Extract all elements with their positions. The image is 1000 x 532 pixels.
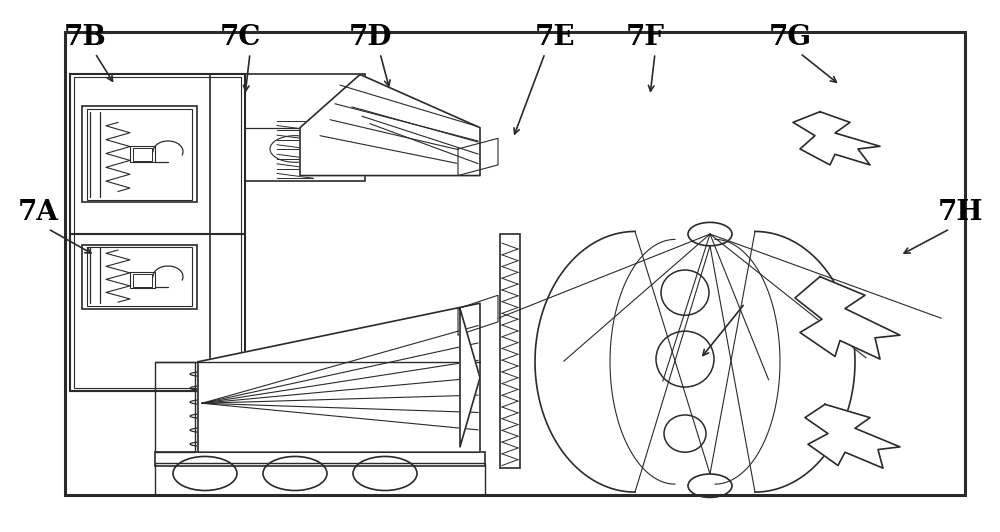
Bar: [70, 74, 245, 391]
Bar: [245, 74, 365, 181]
Bar: [82, 106, 197, 202]
Text: 7G: 7G: [768, 24, 812, 51]
Bar: [155, 452, 485, 466]
Bar: [87, 247, 192, 306]
Polygon shape: [198, 303, 480, 452]
Bar: [133, 148, 152, 161]
Polygon shape: [300, 74, 480, 176]
Text: 7C: 7C: [219, 24, 261, 51]
Text: 7F: 7F: [626, 24, 664, 51]
Polygon shape: [795, 277, 900, 359]
Bar: [82, 245, 197, 309]
Text: 7E: 7E: [535, 24, 575, 51]
Bar: [155, 362, 195, 452]
Polygon shape: [458, 138, 498, 176]
Bar: [87, 109, 192, 200]
Bar: [74, 77, 241, 388]
Polygon shape: [458, 295, 498, 335]
Text: 7A: 7A: [18, 200, 58, 226]
Polygon shape: [793, 112, 880, 165]
Bar: [500, 234, 520, 468]
Text: 7B: 7B: [64, 24, 106, 51]
Bar: [130, 272, 155, 288]
Bar: [65, 32, 965, 495]
Text: 7D: 7D: [348, 24, 392, 51]
Text: 7H: 7H: [937, 200, 983, 226]
Bar: [133, 274, 152, 287]
Polygon shape: [805, 404, 900, 468]
Polygon shape: [460, 309, 480, 447]
Bar: [130, 146, 155, 162]
Bar: [155, 463, 485, 495]
